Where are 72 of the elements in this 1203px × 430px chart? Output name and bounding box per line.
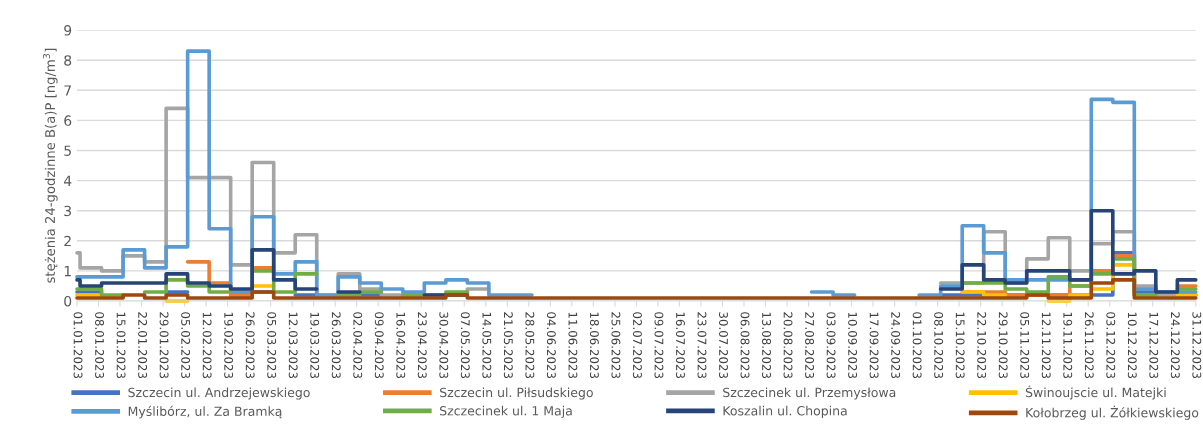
x-tick-label: 01.01.2023	[73, 312, 83, 379]
x-tick-label: 03.09.2023	[826, 312, 836, 379]
x-tick-label: 15.01.2023	[116, 312, 126, 379]
x-tick-label: 22.10.2023	[977, 312, 987, 379]
y-tick-label: 5	[64, 145, 71, 156]
x-tick-label: 02.04.2023	[353, 312, 363, 379]
x-tick-label: 21.05.2023	[503, 312, 513, 379]
x-tick-label: 12.11.2023	[1041, 312, 1051, 379]
x-tick-label: 12.02.2023	[202, 312, 212, 379]
x-tick-label: 24.09.2023	[891, 312, 901, 379]
x-tick-label: 10.09.2023	[848, 312, 858, 379]
x-tick-label: 07.05.2023	[460, 312, 470, 379]
legend-label: Kołobrzeg ul. Żółkiewskiego	[1026, 405, 1199, 420]
x-tick-label: 03.12.2023	[1106, 312, 1116, 379]
x-tick-label: 16.07.2023	[675, 312, 685, 379]
x-tick-label: 06.08.2023	[740, 312, 750, 379]
x-tick-label: 05.02.2023	[181, 312, 191, 379]
legend-label: Świnoujscie ul. Matejki	[1025, 385, 1166, 400]
x-tick-label: 12.03.2023	[288, 312, 298, 379]
legend-label: Szczecinek ul. 1 Maja	[440, 405, 572, 418]
x-tick-label: 31.12.2023	[1192, 312, 1202, 379]
y-tick-label: 7	[64, 85, 71, 96]
x-tick-label: 17.12.2023	[1149, 312, 1159, 379]
y-tick-label: 2	[64, 235, 71, 247]
x-tick-label: 29.01.2023	[159, 312, 169, 379]
x-tick-label: 26.02.2023	[245, 312, 255, 379]
x-tick-label: 15.10.2023	[955, 312, 965, 379]
x-tick-label: 01.10.2023	[912, 312, 922, 379]
x-tick-label: 19.11.2023	[1063, 312, 1073, 379]
x-tick-label: 22.01.2023	[138, 312, 148, 379]
y-tick-label: 1	[64, 266, 71, 277]
x-tick-label: 02.07.2023	[632, 312, 642, 379]
y-axis-title: stężenia 24-godzinne B(a)P [ng/m$^{3}$]	[42, 48, 58, 283]
x-tick-label: 17.09.2023	[869, 312, 879, 379]
x-tick-label: 20.08.2023	[783, 312, 793, 379]
x-tick-label: 05.03.2023	[267, 312, 277, 379]
legend-label: Koszalin ul. Chopina	[723, 405, 847, 418]
legend-label: Szczecinek ul. Przemysłowa	[723, 387, 896, 400]
y-tick-label: 0	[64, 295, 72, 307]
y-tick-label: 9	[64, 25, 72, 36]
x-tick-label: 30.07.2023	[719, 312, 728, 379]
x-tick-label: 14.05.2023	[482, 312, 492, 379]
x-tick-label: 29.10.2023	[998, 312, 1008, 379]
x-tick-label: 05.11.2023	[1020, 312, 1030, 379]
x-tick-label: 09.07.2023	[654, 312, 664, 379]
x-tick-label: 25.06.2023	[611, 312, 621, 379]
legend-label: Szczecin ul. Andrzejewskiego	[128, 387, 310, 400]
x-tick-label: 04.06.2023	[546, 312, 556, 379]
x-tick-label: 23.04.2023	[417, 312, 427, 379]
x-tick-label: 30.04.2023	[439, 312, 449, 379]
x-tick-label: 26.03.2023	[331, 312, 341, 379]
x-tick-label: 19.02.2023	[224, 312, 234, 379]
y-tick-label: 3	[64, 205, 72, 217]
x-tick-label: 16.04.2023	[396, 312, 406, 379]
x-tick-label: 08.10.2023	[934, 312, 944, 379]
x-tick-label: 24.12.2023	[1170, 312, 1180, 379]
x-tick-label: 11.06.2023	[568, 312, 578, 379]
x-tick-label: 10.12.2023	[1127, 312, 1137, 379]
legend-label: Szczecin ul. Piłsudskiego	[440, 387, 593, 400]
x-tick-label: 08.01.2023	[95, 312, 105, 379]
legend-label: Myślibórz, ul. Za Bramką	[128, 405, 282, 419]
x-tick-label: 18.06.2023	[589, 312, 599, 379]
x-tick-label: 28.05.2023	[525, 312, 535, 379]
x-tick-label: 23.07.2023	[697, 312, 707, 379]
x-tick-label: 26.11.2023	[1084, 312, 1094, 379]
x-tick-label: 13.08.2023	[762, 312, 771, 379]
y-tick-label: 8	[64, 55, 72, 66]
y-tick-label: 6	[64, 115, 72, 126]
x-tick-label: 27.08.2023	[805, 312, 815, 379]
x-tick-label: 09.04.2023	[374, 312, 384, 379]
x-tick-label: 19.03.2023	[310, 312, 320, 379]
y-tick-label: 4	[63, 175, 72, 186]
